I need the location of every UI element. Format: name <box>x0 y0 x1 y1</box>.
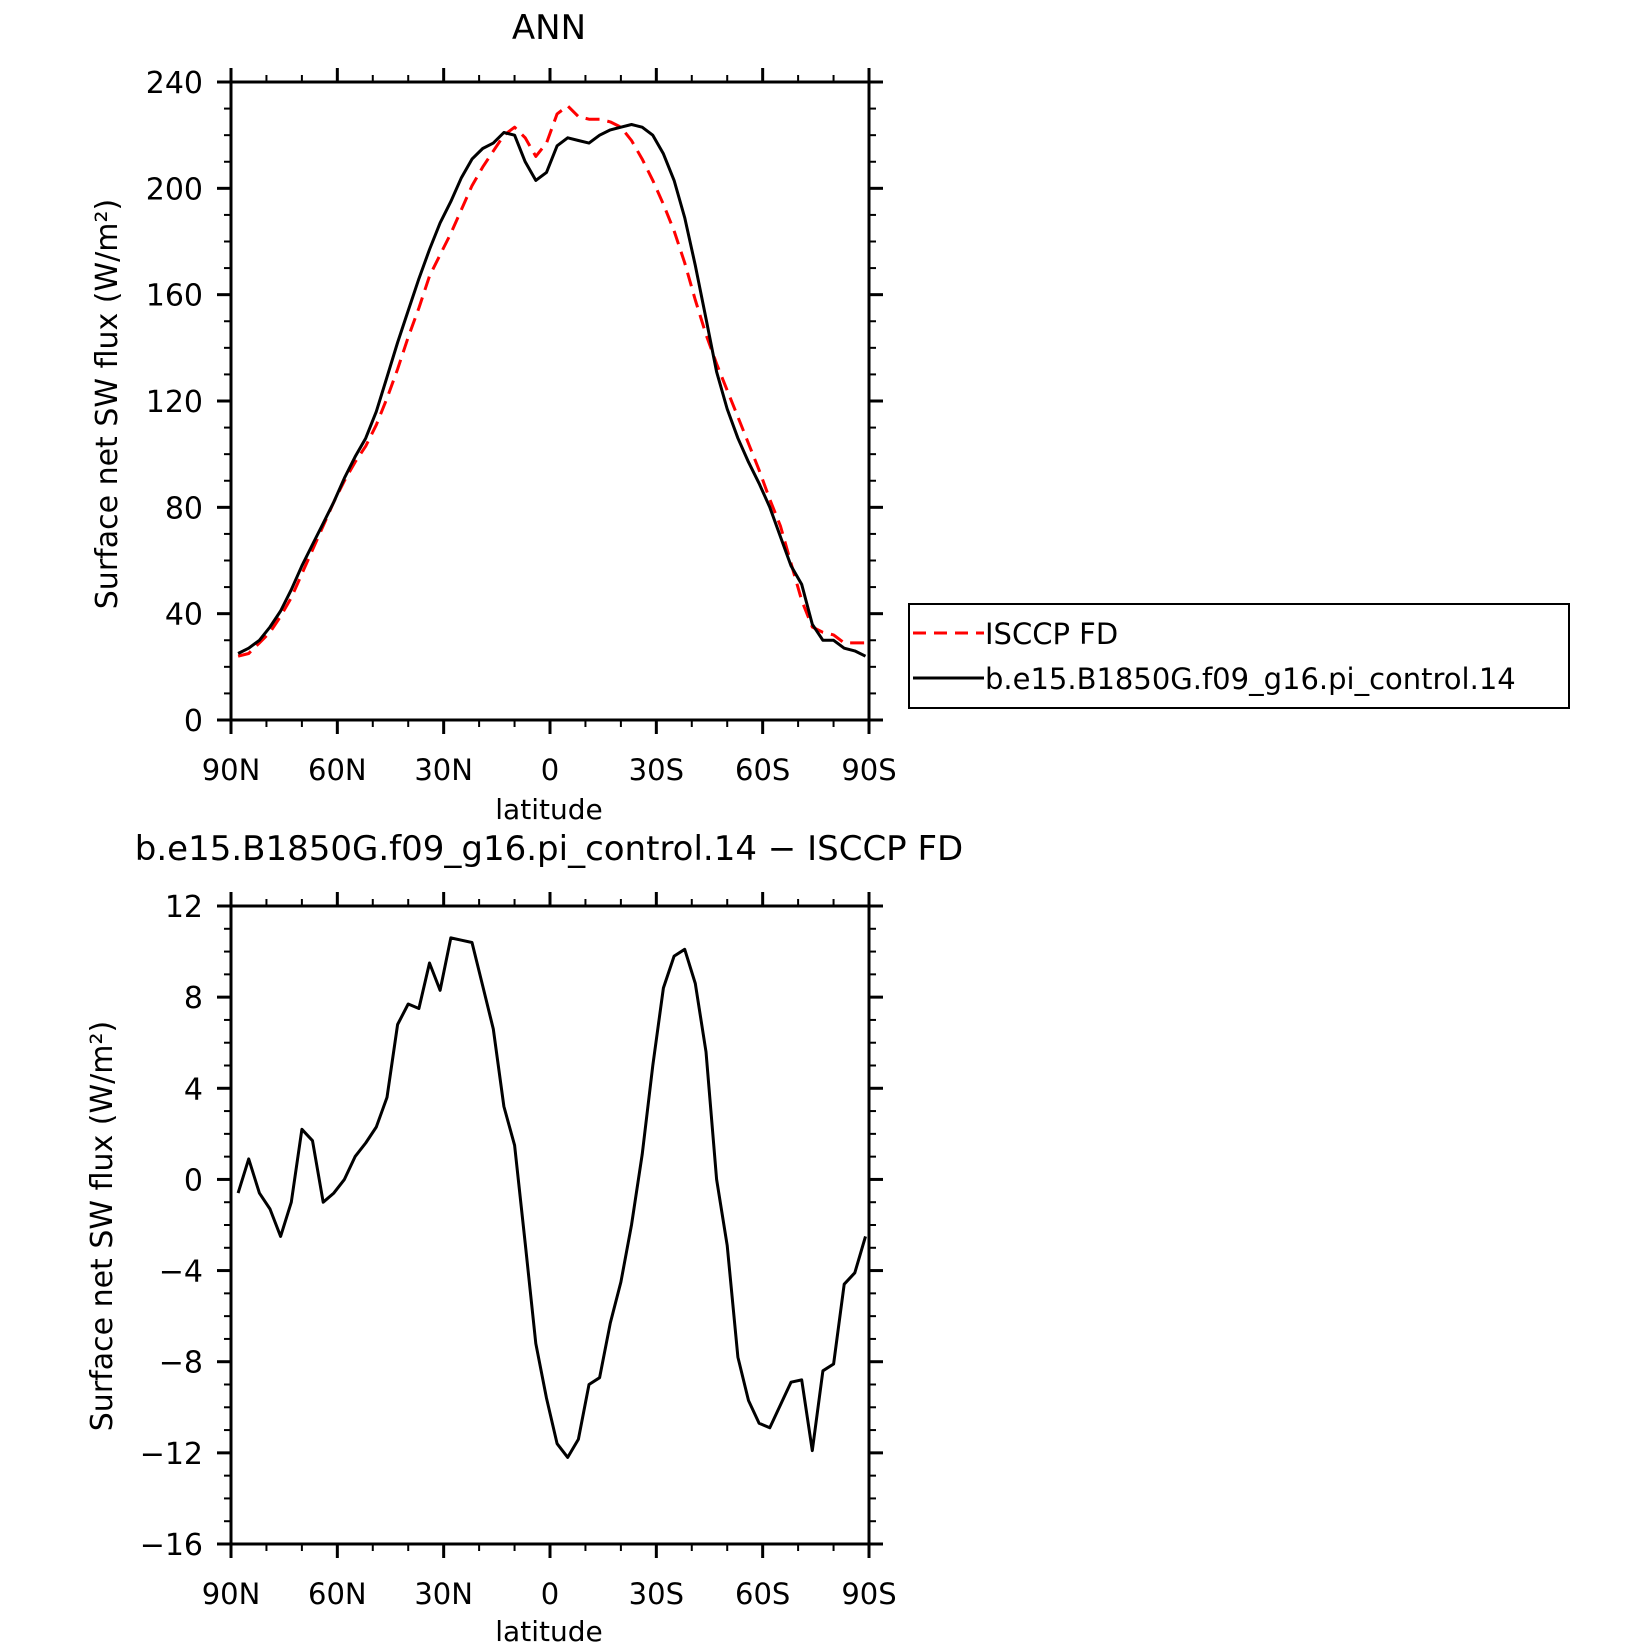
series-line-b-e15-b1850g-f09-g16-pi-control-14 <box>237 123 867 658</box>
x-tick-label: 60S <box>735 1577 790 1611</box>
series-line-isccp-fd <box>237 104 866 658</box>
top-plot-title: ANN <box>512 8 586 48</box>
legend-label-isccp-fd: ISCCP FD <box>985 617 1118 651</box>
y-tick-label: 120 <box>146 385 203 420</box>
y-tick-label: 240 <box>146 66 203 101</box>
top-plot-y-axis: 0 40 80 120 160 200 240 <box>146 66 883 739</box>
top-plot-frame <box>229 80 871 722</box>
y-tick-label: 12 <box>165 890 203 925</box>
bottom-plot-series <box>236 936 867 1459</box>
bottom-plot-x-axis-label: latitude <box>495 1615 602 1647</box>
y-tick-label: −12 <box>140 1437 203 1472</box>
top-plot-series <box>237 104 867 658</box>
x-tick-label: 60N <box>308 753 367 787</box>
bottom-plot: b.e15.B1850G.f09_g16.pi_control.14 − ISC… <box>85 829 963 1648</box>
bottom-plot-y-axis-label: Surface net SW flux (W/m²) <box>85 1021 120 1431</box>
x-tick-label: 30S <box>629 753 684 787</box>
x-tick-label: 90S <box>841 1577 896 1611</box>
x-tick-label: 60S <box>735 753 790 787</box>
y-tick-label: 8 <box>184 981 203 1016</box>
x-tick-label: 90N <box>202 1577 261 1611</box>
x-tick-label: 90S <box>841 753 896 787</box>
y-tick-label: 160 <box>146 279 203 314</box>
bottom-plot-y-axis: −16 −12 −8 −4 0 4 8 12 <box>140 890 883 1563</box>
top-plot-y-axis-label: Surface net SW flux (W/m²) <box>90 199 125 609</box>
x-tick-label: 0 <box>541 753 559 787</box>
y-tick-label: −8 <box>159 1346 203 1381</box>
y-tick-label: 0 <box>184 704 203 739</box>
y-tick-label: −16 <box>140 1528 203 1563</box>
y-tick-label: 80 <box>165 491 203 526</box>
y-tick-label: −4 <box>159 1255 203 1290</box>
top-plot-x-axis: 90N 60N 30N 0 30S 60S 90S <box>202 68 897 787</box>
x-tick-label: 0 <box>541 1577 559 1611</box>
x-tick-label: 60N <box>308 1577 367 1611</box>
bottom-plot-title: b.e15.B1850G.f09_g16.pi_control.14 − ISC… <box>135 829 963 869</box>
y-tick-label: 40 <box>165 598 203 633</box>
x-tick-label: 30S <box>629 1577 684 1611</box>
y-tick-label: 200 <box>146 172 203 207</box>
series-line-difference-0 <box>236 936 867 1459</box>
legend: ISCCP FD b.e15.B1850G.f09_g16.pi_control… <box>908 603 1570 709</box>
x-tick-label: 30N <box>414 1577 473 1611</box>
x-tick-label: 90N <box>202 753 261 787</box>
y-tick-label: 0 <box>184 1163 203 1198</box>
top-plot-x-axis-label: latitude <box>495 793 602 826</box>
x-tick-label: 30N <box>414 753 473 787</box>
y-tick-label: 4 <box>184 1072 203 1107</box>
bottom-plot-x-axis: 90N 60N 30N 0 30S 60S 90S <box>202 892 897 1611</box>
legend-label-model: b.e15.B1850G.f09_g16.pi_control.14 <box>985 662 1516 696</box>
bottom-plot-frame <box>229 904 871 1546</box>
legend-box <box>908 603 1570 709</box>
